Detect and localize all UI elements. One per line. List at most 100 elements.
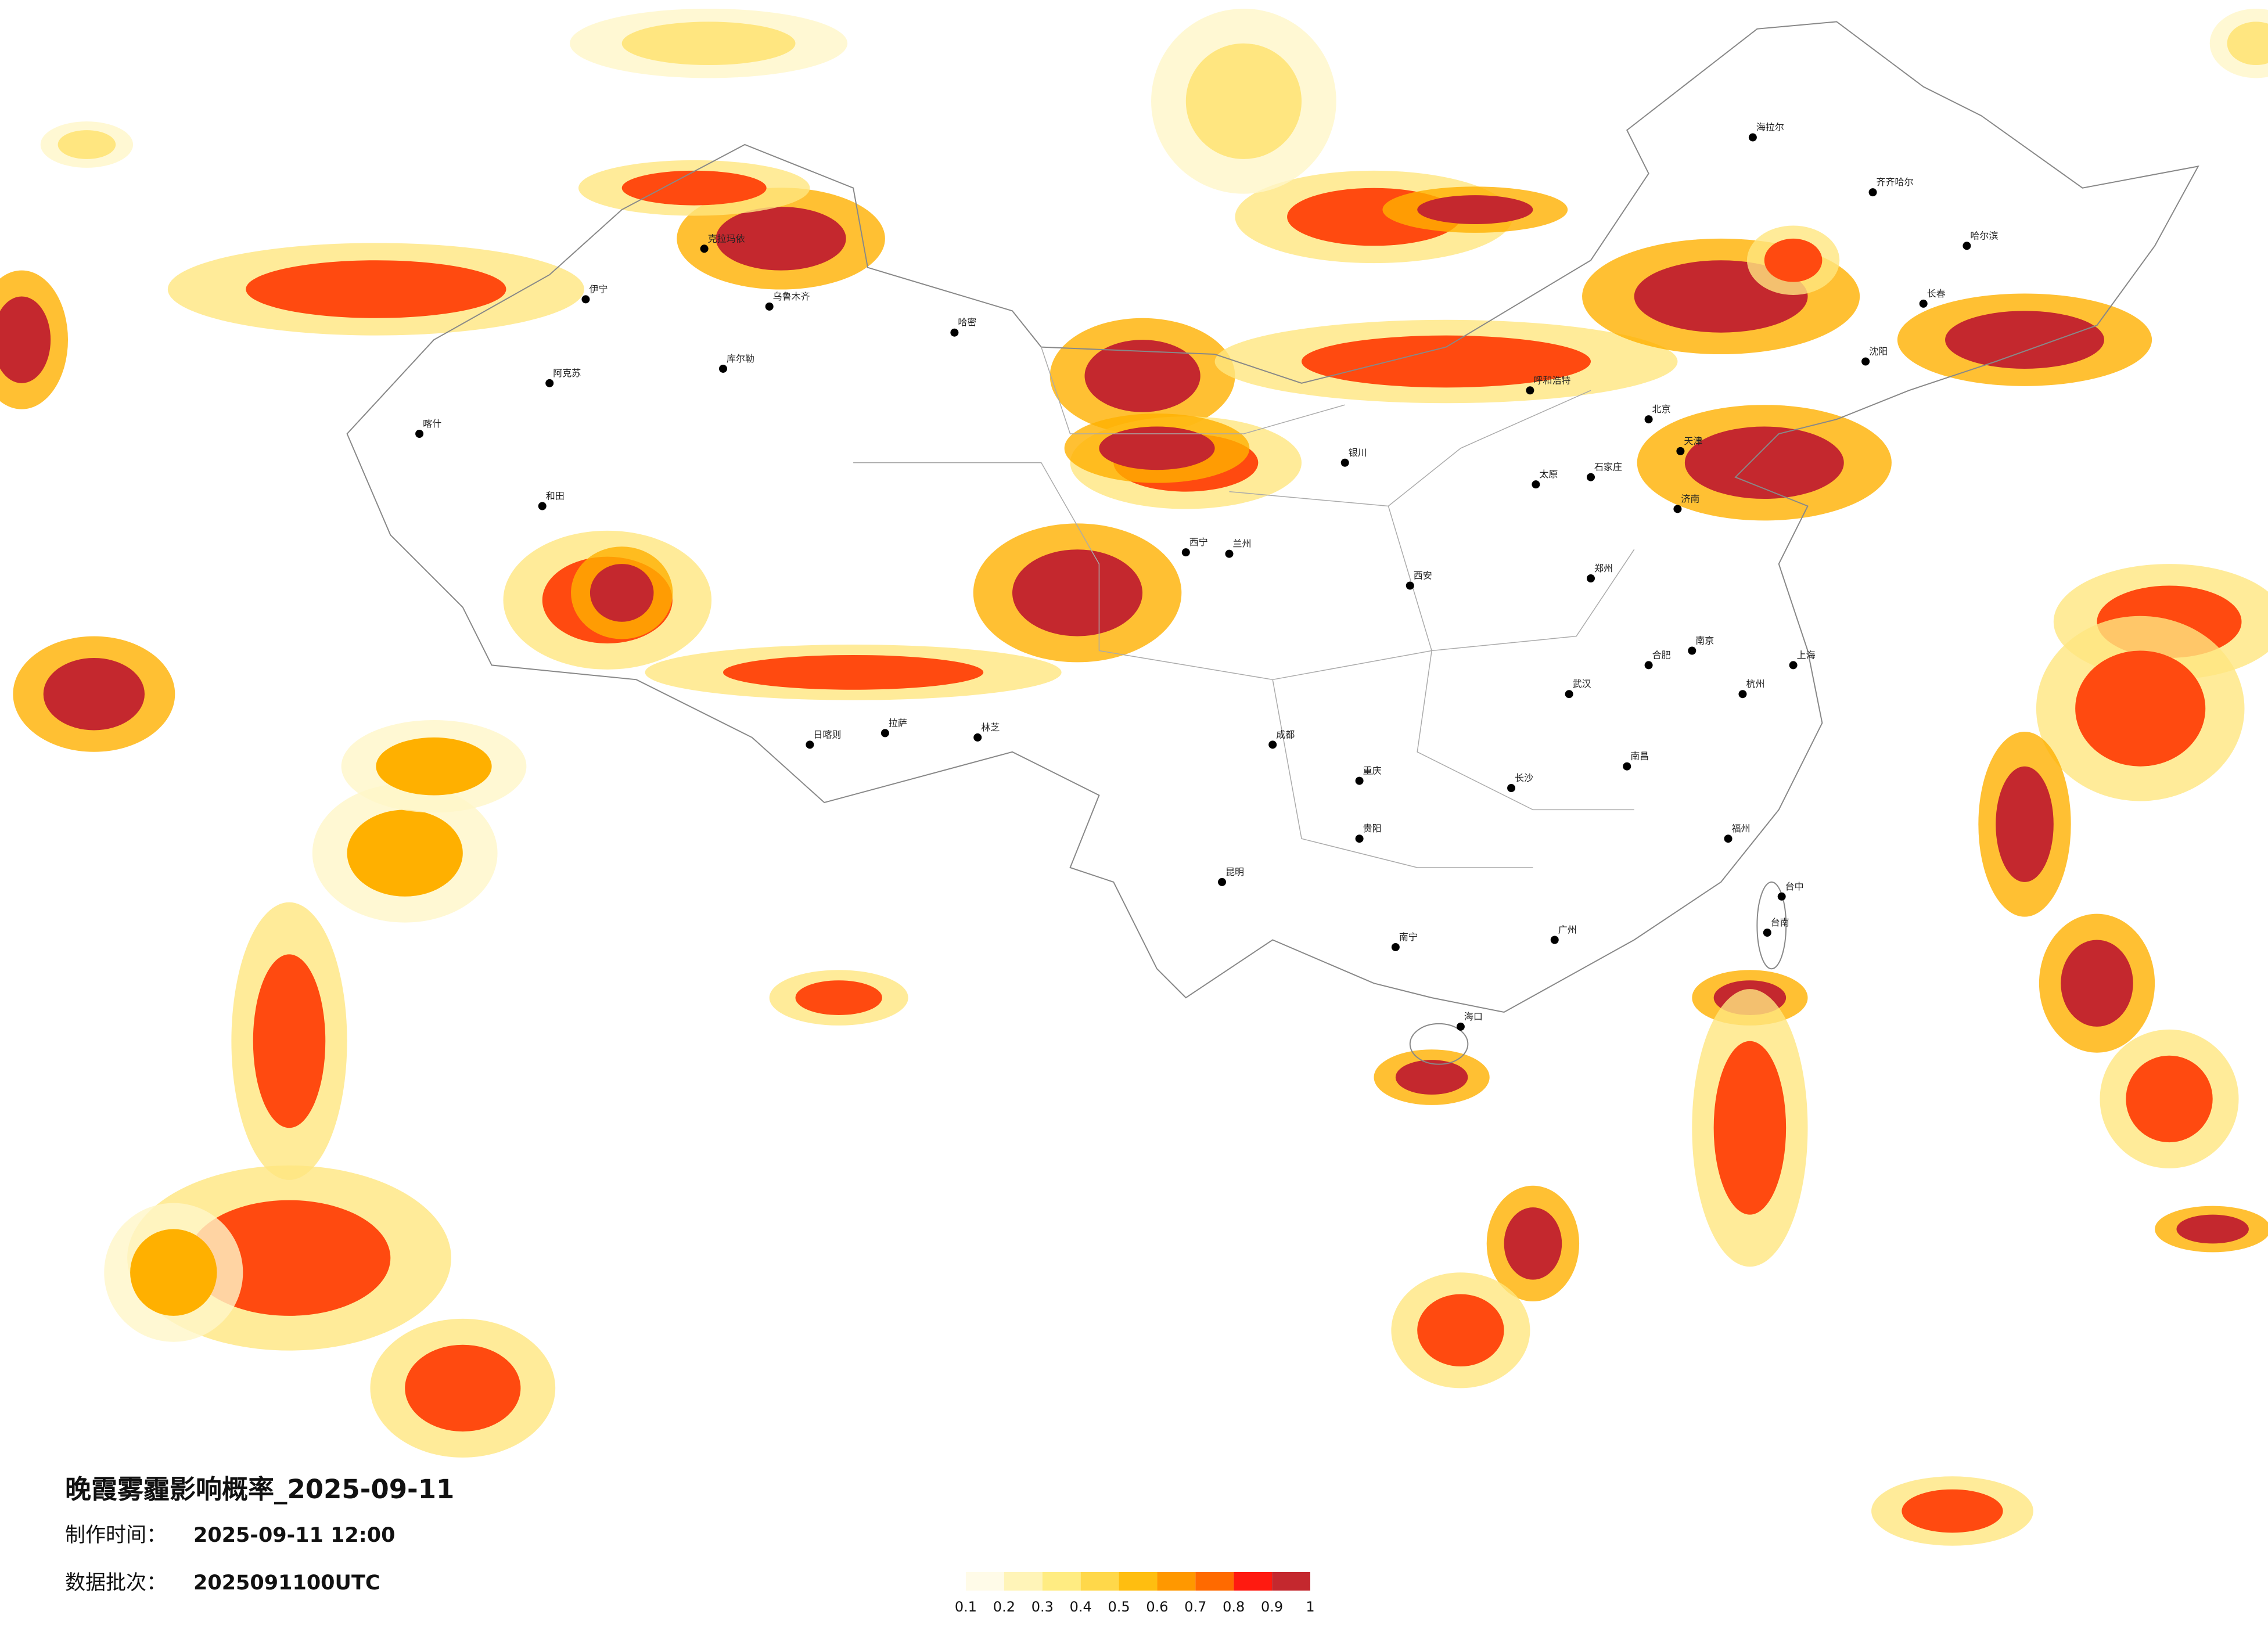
city-label: 沈阳 bbox=[1869, 346, 1888, 357]
city-dot bbox=[1861, 357, 1870, 366]
city-dot bbox=[1218, 877, 1227, 886]
city-label: 台中 bbox=[1785, 881, 1804, 892]
city-label: 哈密 bbox=[958, 317, 976, 328]
city-dot bbox=[1340, 458, 1349, 467]
colorbar: 0.1 0.2 0.3 0.4 0.5 0.6 0.7 0.8 0.9 1 bbox=[955, 1572, 1315, 1615]
city-dot bbox=[1181, 548, 1190, 557]
borders bbox=[346, 21, 2199, 1065]
city-dot bbox=[415, 430, 424, 438]
colorbar-box bbox=[1272, 1572, 1310, 1591]
city-dot bbox=[880, 729, 889, 738]
city-dot bbox=[1550, 936, 1559, 944]
city-label: 银川 bbox=[1349, 447, 1367, 458]
city-label: 哈尔滨 bbox=[1970, 230, 1998, 241]
city-label: 阿克苏 bbox=[553, 368, 581, 379]
blob bbox=[1504, 1207, 1562, 1280]
city-dot bbox=[950, 328, 959, 337]
city-label: 杭州 bbox=[1746, 678, 1764, 689]
city-label: 和田 bbox=[546, 491, 565, 502]
batch-value: 2025091100UTC bbox=[193, 1571, 380, 1595]
city-dot bbox=[1391, 942, 1400, 951]
city-dot bbox=[1507, 784, 1516, 793]
city-dot bbox=[1676, 447, 1685, 455]
colorbar-box bbox=[1234, 1572, 1273, 1591]
hainan-border bbox=[1409, 1023, 1469, 1065]
colorbar-box bbox=[966, 1572, 1004, 1591]
city-dot bbox=[1355, 834, 1364, 843]
blob bbox=[1417, 195, 1533, 224]
province-border bbox=[853, 347, 1635, 868]
colorbar-tick-label: 0.3 bbox=[1031, 1599, 1054, 1615]
blob bbox=[1417, 1294, 1504, 1367]
city-dot bbox=[1738, 690, 1747, 699]
city-label: 上海 bbox=[1797, 649, 1816, 660]
city-dot bbox=[581, 295, 590, 304]
probability-field bbox=[0, 8, 2268, 1546]
blob bbox=[347, 810, 463, 897]
city-label: 克拉玛依 bbox=[708, 233, 745, 244]
blob bbox=[716, 207, 846, 271]
city-dot bbox=[1919, 299, 1928, 308]
blob bbox=[0, 296, 51, 383]
blob bbox=[1902, 1489, 2003, 1533]
city-dot bbox=[719, 364, 727, 373]
title: 晚霞雾霾影响概率_2025-09-11 bbox=[65, 1474, 454, 1505]
blob bbox=[43, 657, 145, 731]
city-dot bbox=[1225, 549, 1234, 558]
city-dot bbox=[1644, 415, 1653, 424]
city-dot bbox=[1748, 133, 1757, 142]
blob bbox=[723, 654, 984, 690]
taiwan-border bbox=[1756, 881, 1787, 970]
city-label: 福州 bbox=[1732, 823, 1751, 834]
city-dot bbox=[1673, 505, 1682, 513]
blob bbox=[130, 1229, 217, 1316]
city-label: 南宁 bbox=[1399, 931, 1418, 942]
city-label: 乌鲁木齐 bbox=[773, 291, 810, 302]
city-label: 郑州 bbox=[1594, 563, 1613, 574]
blob bbox=[1684, 426, 1844, 499]
colorbar-tick-label: 0.7 bbox=[1184, 1599, 1206, 1615]
city-label: 台南 bbox=[1771, 917, 1789, 928]
city-dot bbox=[1268, 740, 1277, 749]
city-dot bbox=[700, 244, 709, 253]
blob bbox=[376, 737, 492, 796]
city-dot bbox=[765, 302, 774, 311]
blob bbox=[590, 564, 654, 622]
colorbar-box bbox=[1080, 1572, 1119, 1591]
city-label: 西宁 bbox=[1189, 537, 1208, 548]
city-dot bbox=[1868, 188, 1877, 197]
colorbar-box bbox=[1195, 1572, 1234, 1591]
city-label: 齐齐哈尔 bbox=[1877, 177, 1914, 188]
city-label: 西安 bbox=[1414, 570, 1432, 581]
blob bbox=[2075, 650, 2206, 767]
blob bbox=[2126, 1055, 2213, 1143]
blob bbox=[1012, 549, 1143, 636]
city-label: 日喀则 bbox=[813, 729, 841, 740]
city-label: 济南 bbox=[1681, 493, 1699, 504]
city-label: 石家庄 bbox=[1594, 462, 1622, 473]
city-label: 北京 bbox=[1652, 404, 1671, 415]
colorbar-tick-label: 0.6 bbox=[1146, 1599, 1168, 1615]
blob bbox=[405, 1344, 521, 1432]
city-dot bbox=[1587, 473, 1595, 481]
colorbar-box bbox=[1119, 1572, 1158, 1591]
blob bbox=[2227, 21, 2268, 66]
city-label: 拉萨 bbox=[889, 717, 907, 728]
blob bbox=[2176, 1214, 2249, 1244]
city-dot bbox=[1789, 661, 1798, 670]
city-label: 长春 bbox=[1927, 288, 1946, 299]
colorbar-tick-label: 0.8 bbox=[1223, 1599, 1245, 1615]
city-label: 南昌 bbox=[1630, 751, 1649, 762]
city-label: 喀什 bbox=[423, 418, 441, 429]
blob bbox=[2061, 940, 2133, 1027]
city-dot bbox=[1963, 242, 1971, 250]
city-dot bbox=[1456, 1022, 1465, 1031]
colorbar-box bbox=[1042, 1572, 1081, 1591]
city-label: 长沙 bbox=[1515, 772, 1533, 783]
city-label: 海口 bbox=[1464, 1011, 1483, 1022]
blob bbox=[246, 260, 506, 318]
colorbar-tick-label: 0.1 bbox=[955, 1599, 977, 1615]
